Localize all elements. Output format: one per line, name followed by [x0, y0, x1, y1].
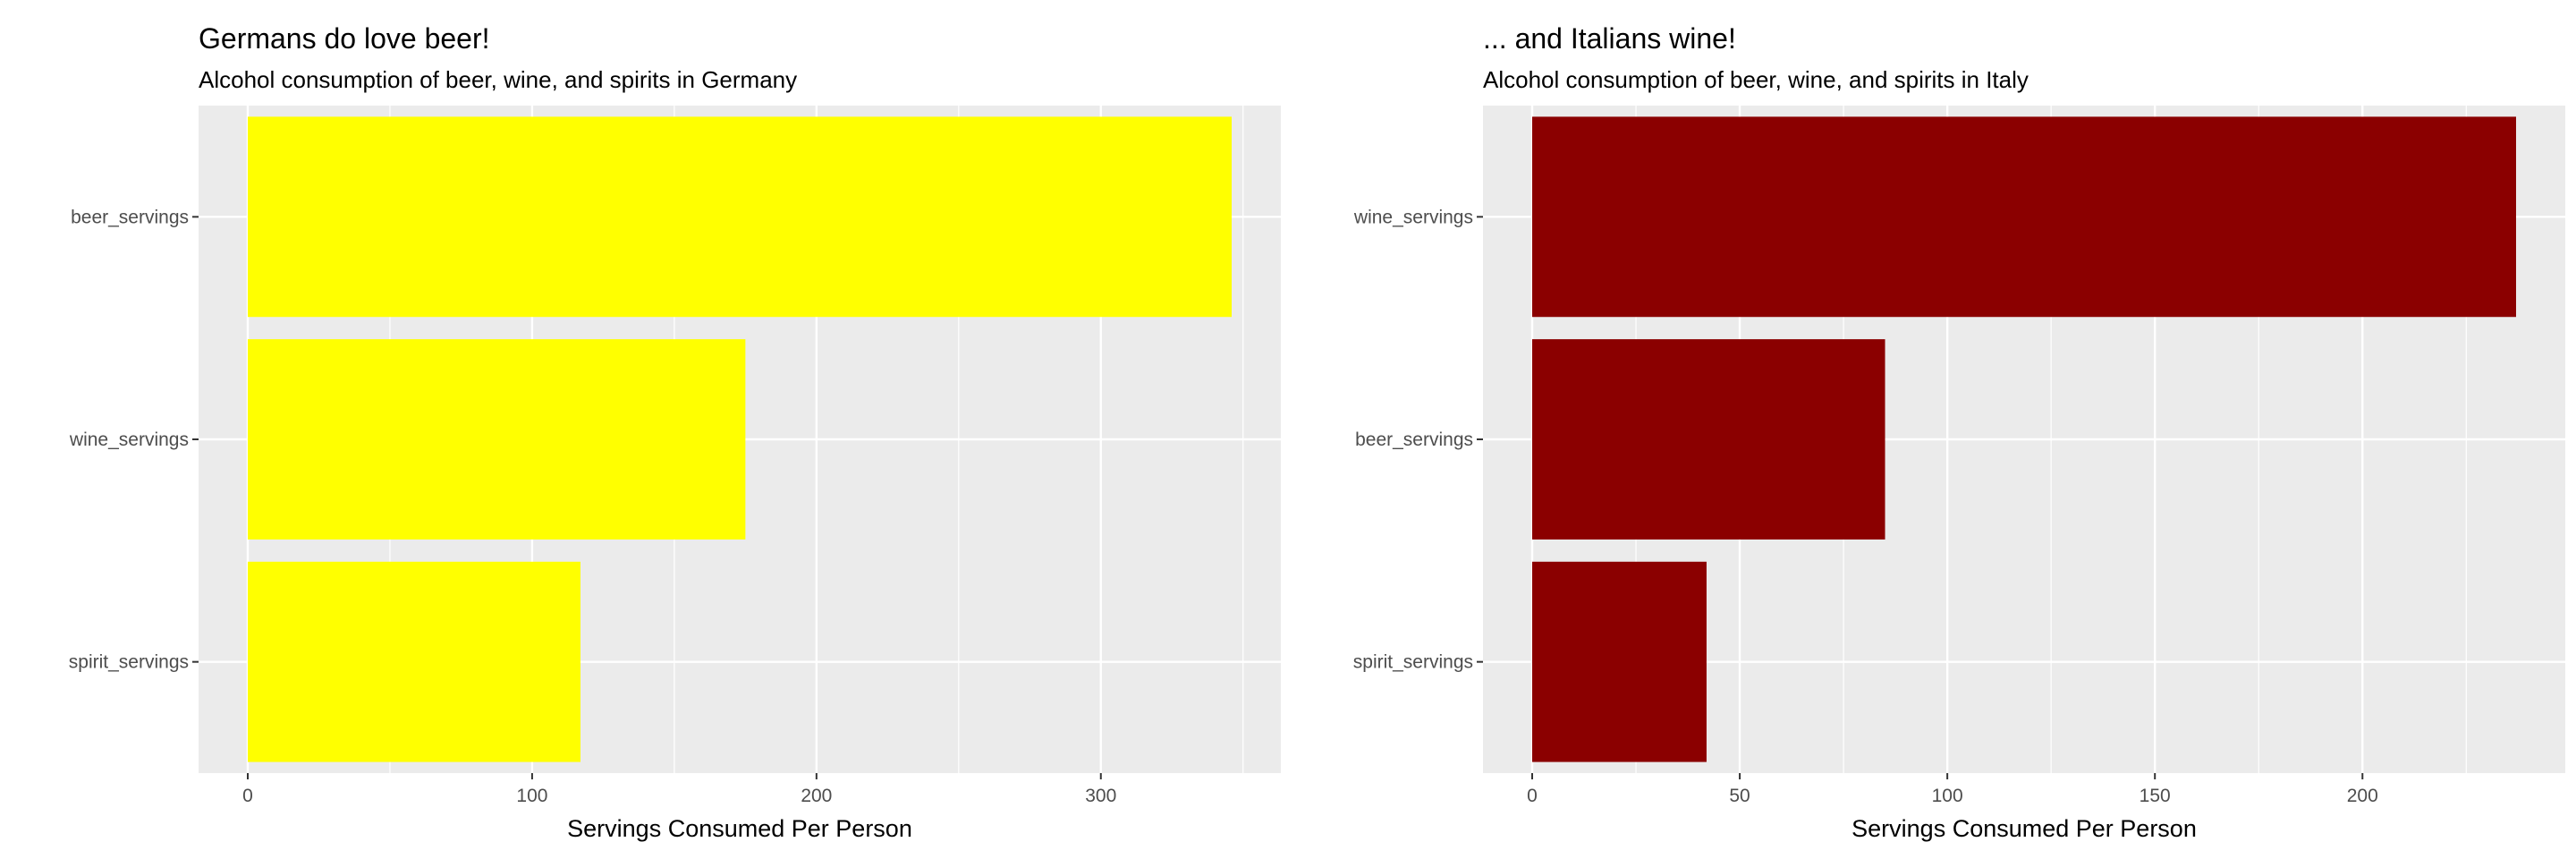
bar-beer-servings [1532, 339, 1885, 540]
bar-wine-servings [1532, 116, 2516, 318]
chart-title: Germans do love beer! [199, 22, 490, 55]
chart-title: ... and Italians wine! [1483, 22, 1736, 55]
x-tick-label: 0 [242, 786, 253, 806]
bar-spirit-servings [1532, 561, 1707, 762]
germany-chart: Germans do love beer! Alcohol consumption… [69, 22, 1281, 842]
y-tick-label: wine_servings [69, 430, 189, 450]
italy-chart: ... and Italians wine! Alcohol consumptio… [1353, 22, 2565, 842]
x-tick-label: 200 [2347, 786, 2378, 806]
x-tick-label: 0 [1527, 786, 1538, 806]
y-tick-label: beer_servings [71, 207, 189, 227]
y-tick-label: spirit_servings [1353, 652, 1473, 673]
x-axis-title: Servings Consumed Per Person [567, 815, 912, 842]
chart-subtitle: Alcohol consumption of beer, wine, and s… [1483, 66, 2029, 93]
x-tick-label: 100 [1932, 786, 1963, 806]
chart-subtitle: Alcohol consumption of beer, wine, and s… [199, 66, 797, 93]
x-tick-label: 200 [801, 786, 832, 806]
x-tick-label: 300 [1085, 786, 1116, 806]
x-axis-title: Servings Consumed Per Person [1852, 815, 2197, 842]
bar-spirit-servings [248, 561, 580, 762]
y-tick-label: wine_servings [1353, 207, 1473, 227]
x-tick-label: 100 [516, 786, 547, 806]
x-tick-label: 150 [2140, 786, 2171, 806]
x-tick-label: 50 [1729, 786, 1750, 806]
y-tick-label: beer_servings [1355, 430, 1473, 450]
bar-wine-servings [248, 339, 746, 540]
y-tick-label: spirit_servings [69, 652, 189, 673]
bar-beer-servings [248, 116, 1232, 318]
